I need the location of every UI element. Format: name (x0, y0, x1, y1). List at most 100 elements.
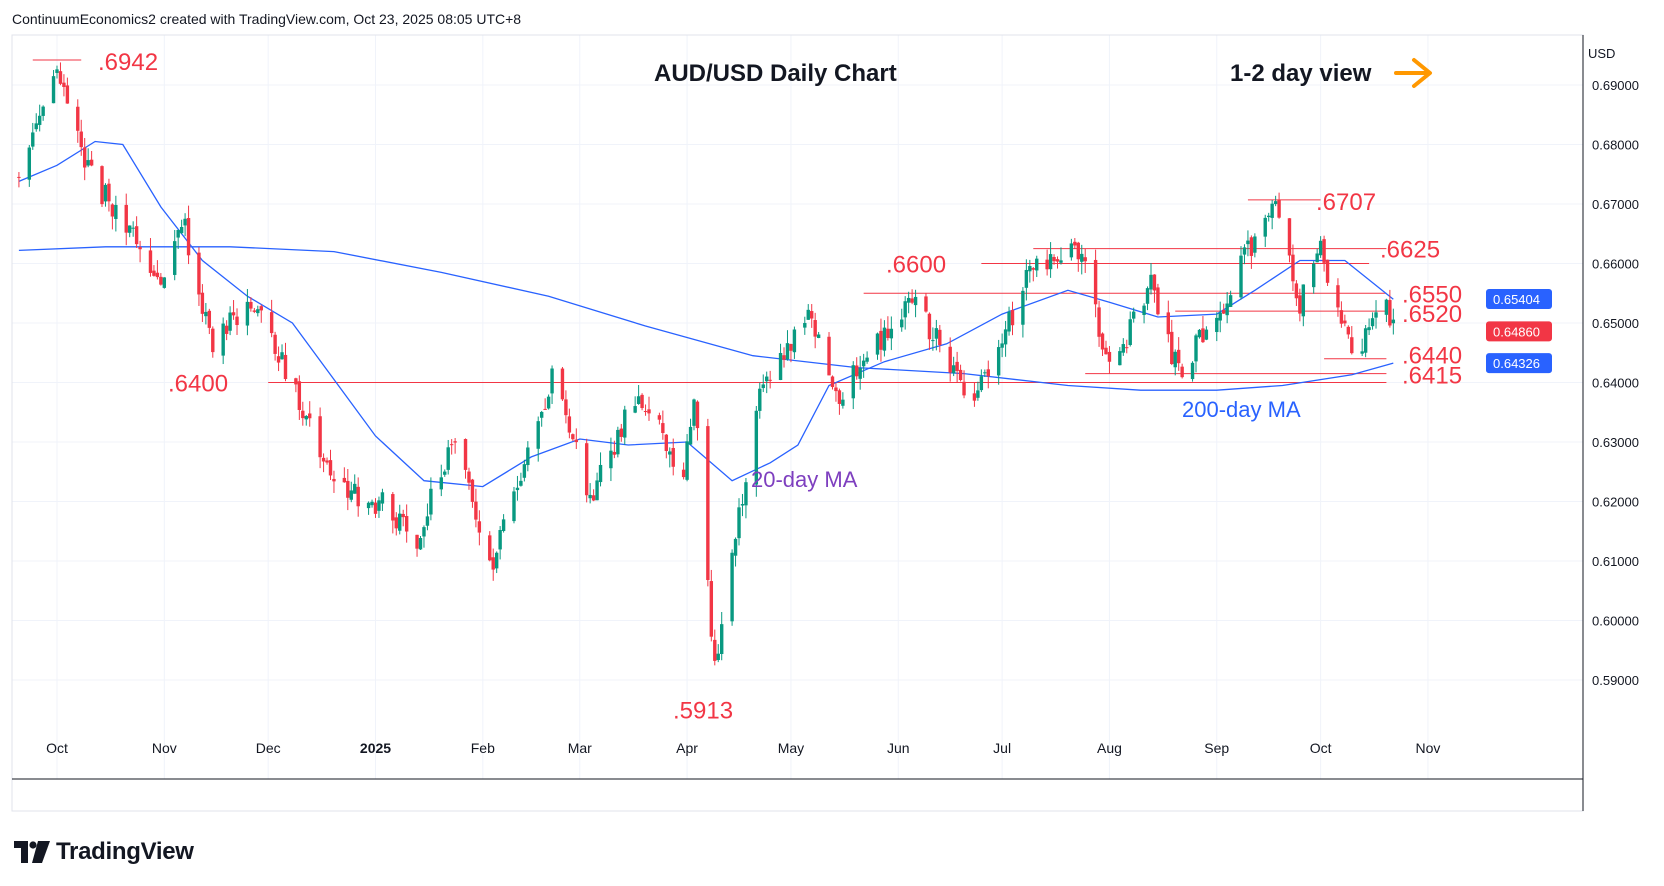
candle[interactable] (567, 408, 572, 439)
candle[interactable] (231, 300, 236, 320)
candle[interactable] (110, 203, 115, 230)
candle[interactable] (103, 183, 108, 207)
candle[interactable] (720, 611, 724, 661)
candle[interactable] (256, 305, 260, 317)
candle[interactable] (1048, 242, 1053, 278)
candle[interactable] (1069, 238, 1074, 261)
candle[interactable] (526, 441, 530, 472)
candle[interactable] (131, 221, 135, 237)
candle[interactable] (889, 316, 894, 351)
candle[interactable] (162, 277, 167, 289)
candle[interactable] (353, 474, 357, 494)
candle[interactable] (595, 472, 599, 501)
candle[interactable] (737, 498, 741, 546)
candle[interactable] (519, 472, 523, 487)
candle[interactable] (1118, 347, 1122, 366)
candle[interactable] (1007, 306, 1011, 336)
candle[interactable] (418, 535, 423, 550)
candle[interactable] (768, 370, 772, 389)
candle[interactable] (886, 316, 890, 341)
candle[interactable] (1249, 235, 1254, 269)
candle[interactable] (1128, 311, 1132, 347)
candle[interactable] (855, 357, 859, 380)
candle[interactable] (439, 464, 443, 497)
candle[interactable] (900, 308, 904, 332)
candle[interactable] (1093, 249, 1098, 318)
candle[interactable] (31, 122, 35, 150)
candle[interactable] (332, 470, 336, 493)
candle[interactable] (643, 404, 648, 416)
candle[interactable] (1315, 248, 1319, 263)
candle[interactable] (1121, 338, 1125, 356)
candle[interactable] (664, 434, 669, 459)
candle[interactable] (546, 394, 551, 410)
candle[interactable] (128, 225, 132, 238)
candle[interactable] (958, 364, 963, 382)
candle[interactable] (294, 377, 298, 393)
candle[interactable] (913, 289, 918, 318)
candle[interactable] (228, 306, 232, 336)
candle[interactable] (636, 385, 641, 405)
candle[interactable] (138, 240, 142, 263)
candle[interactable] (297, 375, 302, 420)
candle[interactable] (584, 438, 589, 503)
candle[interactable] (155, 260, 160, 280)
candle[interactable] (934, 319, 939, 351)
candle[interactable] (446, 439, 450, 475)
candle[interactable] (321, 453, 326, 473)
candle[interactable] (342, 467, 347, 483)
candle[interactable] (512, 486, 516, 524)
candle[interactable] (404, 504, 409, 543)
candle[interactable] (986, 360, 990, 389)
candle[interactable] (948, 337, 952, 382)
candle[interactable] (716, 644, 720, 663)
candle[interactable] (1010, 301, 1015, 336)
candle[interactable] (640, 393, 644, 411)
candle[interactable] (761, 374, 765, 393)
candle[interactable] (1391, 308, 1396, 335)
candle[interactable] (955, 351, 959, 383)
candle[interactable] (598, 452, 603, 487)
candle[interactable] (1045, 249, 1049, 276)
candle[interactable] (1125, 339, 1129, 354)
candle[interactable] (1298, 288, 1302, 322)
candle[interactable] (415, 534, 419, 557)
candle[interactable] (1343, 314, 1347, 327)
candle[interactable] (1021, 287, 1025, 338)
candle[interactable] (539, 410, 544, 427)
candle[interactable] (1270, 199, 1274, 230)
candle[interactable] (304, 415, 308, 426)
candle[interactable] (730, 549, 734, 626)
candle[interactable] (560, 366, 565, 401)
candle[interactable] (1173, 349, 1177, 376)
candle[interactable] (1097, 300, 1101, 347)
candle[interactable] (1218, 301, 1222, 333)
candle[interactable] (671, 438, 675, 476)
candle[interactable] (491, 548, 495, 581)
candle[interactable] (927, 312, 932, 350)
candle[interactable] (782, 347, 786, 368)
candle[interactable] (200, 284, 205, 323)
candle[interactable] (252, 307, 257, 314)
candle[interactable] (429, 477, 433, 521)
candle[interactable] (685, 434, 689, 482)
candle[interactable] (910, 289, 914, 305)
candle[interactable] (813, 312, 817, 349)
candle[interactable] (983, 369, 987, 377)
candle[interactable] (1242, 244, 1247, 265)
candle[interactable] (758, 382, 762, 419)
candle[interactable] (571, 433, 575, 441)
candle[interactable] (962, 370, 966, 399)
candle[interactable] (366, 501, 371, 515)
candle[interactable] (463, 438, 468, 479)
candle[interactable] (903, 296, 907, 330)
candle[interactable] (1131, 307, 1136, 323)
candle[interactable] (1360, 338, 1364, 357)
tradingview-logo[interactable]: TradingView (14, 838, 194, 866)
candle[interactable] (996, 339, 1001, 385)
candle[interactable] (1228, 290, 1233, 308)
candle[interactable] (765, 371, 769, 394)
candle[interactable] (197, 247, 201, 306)
candle[interactable] (1170, 319, 1174, 366)
candle[interactable] (1142, 303, 1146, 324)
